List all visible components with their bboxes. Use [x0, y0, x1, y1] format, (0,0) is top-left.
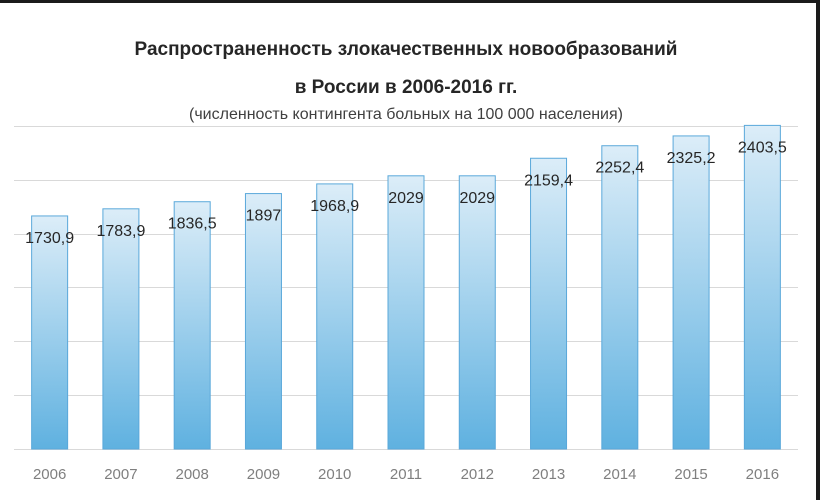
bars: [31, 124, 781, 450]
data-label-2008: 1836,5: [168, 216, 217, 233]
x-axis-ticks: 2006 2007 2008 2009 2010 2011 2012 2013 2014 2015…: [33, 466, 779, 483]
data-label-2006: 1730,9: [25, 230, 74, 247]
data-label-2012: 2029: [459, 190, 495, 207]
x-tick-label-2009: 2009: [247, 466, 280, 483]
bar-2007: [102, 208, 140, 450]
chart-title-line-1: Распространенность злокачественных новоо…: [134, 39, 678, 60]
chart-subtitle: (численность контингента больных на 100 …: [189, 106, 623, 123]
bar-2006: [31, 215, 69, 450]
data-label-2007: 1783,9: [96, 223, 145, 240]
data-label-2013: 2159,4: [524, 172, 573, 189]
data-label-2009: 1897: [246, 208, 282, 225]
x-tick-label-2014: 2014: [603, 466, 636, 483]
data-label-2011: 2029: [388, 190, 424, 207]
chart-title-line-2: в России в 2006-2016 гг.: [294, 77, 518, 98]
data-label-2010: 1968,9: [310, 198, 359, 215]
x-tick-label-2015: 2015: [674, 466, 707, 483]
bar-2012: [458, 175, 496, 450]
bar-2008: [173, 201, 211, 450]
data-label-2015: 2325,2: [667, 150, 716, 167]
x-tick-label-2006: 2006: [33, 466, 66, 483]
x-tick-label-2013: 2013: [532, 466, 565, 483]
bar-2009: [244, 193, 282, 450]
bar-2014: [601, 145, 639, 450]
x-tick-label-2012: 2012: [461, 466, 494, 483]
x-tick-label-2008: 2008: [175, 466, 208, 483]
window-top-border: [0, 0, 820, 3]
x-tick-label-2010: 2010: [318, 466, 351, 483]
bar-2016: [743, 124, 781, 450]
data-label-2016: 2403,5: [738, 139, 787, 156]
data-label-2014: 2252,4: [595, 160, 644, 177]
bar-2011: [387, 175, 425, 450]
bar-2013: [530, 157, 568, 450]
x-tick-label-2011: 2011: [390, 466, 422, 483]
x-tick-label-2016: 2016: [746, 466, 779, 483]
window-right-border: [816, 0, 820, 500]
x-tick-label-2007: 2007: [104, 466, 137, 483]
data-labels: 1730,9 1783,9 1836,5 1897 1968,9 2029 2029 2159…: [25, 139, 787, 247]
bar-2010: [316, 183, 354, 450]
bar-2015: [672, 135, 710, 450]
